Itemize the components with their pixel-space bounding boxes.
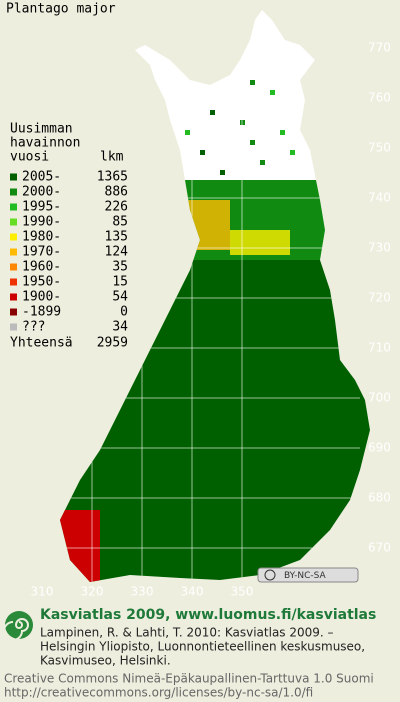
- logo-circle: [5, 611, 33, 639]
- logo-spiral: [3, 618, 29, 641]
- north-label: 710: [368, 341, 391, 355]
- legend-swatch: [10, 218, 17, 226]
- north-label: 730: [368, 241, 391, 255]
- legend-swatch: [10, 203, 17, 211]
- observation-square: [290, 150, 295, 155]
- observation-square: [260, 160, 265, 165]
- north-label: 680: [368, 491, 391, 505]
- observation-square: [270, 90, 275, 95]
- legend-count: 85: [112, 215, 128, 230]
- observation-square: [250, 140, 255, 145]
- observation-square: [250, 80, 255, 85]
- observation-square: [220, 170, 225, 175]
- observation-square: [200, 150, 205, 155]
- east-label: 340: [181, 585, 204, 599]
- legend-count: 1365: [97, 170, 128, 185]
- legend-swatch: [10, 173, 17, 181]
- legend-swatch: [10, 263, 17, 271]
- legend-label: ???: [22, 320, 45, 335]
- legend-heading: havainnon: [10, 136, 80, 151]
- north-label: 700: [368, 391, 391, 405]
- cc-badge-text: BY-NC-SA: [284, 571, 327, 581]
- observation-square: [210, 110, 215, 115]
- citation-line: Lampinen, R. & Lahti, T. 2010: Kasviatla…: [40, 626, 334, 640]
- kasviatlas-logo: [3, 611, 33, 641]
- legend-count: 135: [105, 230, 128, 245]
- legend-label: 1990-: [22, 215, 61, 230]
- legend-label: 1960-: [22, 260, 61, 275]
- north-label: 690: [368, 441, 391, 455]
- east-label: 310: [31, 585, 54, 599]
- license-line: http://creativecommons.org/licenses/by-n…: [4, 686, 313, 700]
- legend-swatch: [10, 308, 17, 316]
- legend-heading: vuosi: [10, 150, 49, 165]
- legend-total: 2959: [97, 336, 128, 351]
- observation-square: [185, 130, 190, 135]
- east-label: 320: [81, 585, 104, 599]
- legend-swatch: [10, 278, 17, 286]
- legend-count: 15: [112, 275, 128, 290]
- legend-count: 34: [112, 320, 128, 335]
- legend-label: 1950-: [22, 275, 61, 290]
- legend-label: 1980-: [22, 230, 61, 245]
- legend-swatch: [10, 323, 17, 331]
- legend-total-label: Yhteensä: [10, 336, 73, 351]
- legend-count: 886: [105, 185, 128, 200]
- legend-count-heading: lkm: [100, 150, 124, 165]
- legend-heading: Uusimman: [10, 122, 73, 137]
- footer-title: Kasviatlas 2009, www.luomus.fi/kasviatla…: [40, 607, 376, 623]
- cc-icon: [264, 569, 276, 581]
- north-label: 760: [368, 91, 391, 105]
- legend-label: 1970-: [22, 245, 61, 260]
- north-label: 770: [368, 41, 391, 55]
- legend-swatch: [10, 248, 17, 256]
- cc-badge: [257, 567, 359, 583]
- north-label: 720: [368, 291, 391, 305]
- legend-label: 2005-: [22, 170, 61, 185]
- legend-count: 0: [120, 305, 128, 320]
- species-title: Plantago major: [6, 2, 116, 17]
- legend-label: 2000-: [22, 185, 61, 200]
- north-label: 750: [368, 141, 391, 155]
- legend-label: 1900-: [22, 290, 61, 305]
- citation-line: Helsingin Yliopisto, Luonnontieteellinen…: [40, 640, 365, 654]
- north-label: 740: [368, 191, 391, 205]
- legend-label: -1899: [22, 305, 61, 320]
- east-label: 330: [131, 585, 154, 599]
- legend-swatch: [10, 233, 17, 241]
- legend-swatch: [10, 293, 17, 301]
- legend-count: 124: [105, 245, 129, 260]
- north-label: 670: [368, 541, 391, 555]
- legend-count: 226: [105, 200, 128, 215]
- footer: Lampinen, R. & Lahti, T. 2010: Kasviatla…: [4, 626, 374, 700]
- legend-count: 54: [112, 290, 128, 305]
- legend-label: 1995-: [22, 200, 61, 215]
- citation-line: Kasvimuseo, Helsinki.: [40, 654, 171, 668]
- legend-swatch: [10, 188, 17, 196]
- east-label: 350: [231, 585, 254, 599]
- observation-square: [280, 130, 285, 135]
- legend-count: 35: [112, 260, 128, 275]
- band-older: [230, 230, 290, 255]
- license-line: Creative Commons Nimeä-Epäkaupallinen-Ta…: [4, 672, 374, 686]
